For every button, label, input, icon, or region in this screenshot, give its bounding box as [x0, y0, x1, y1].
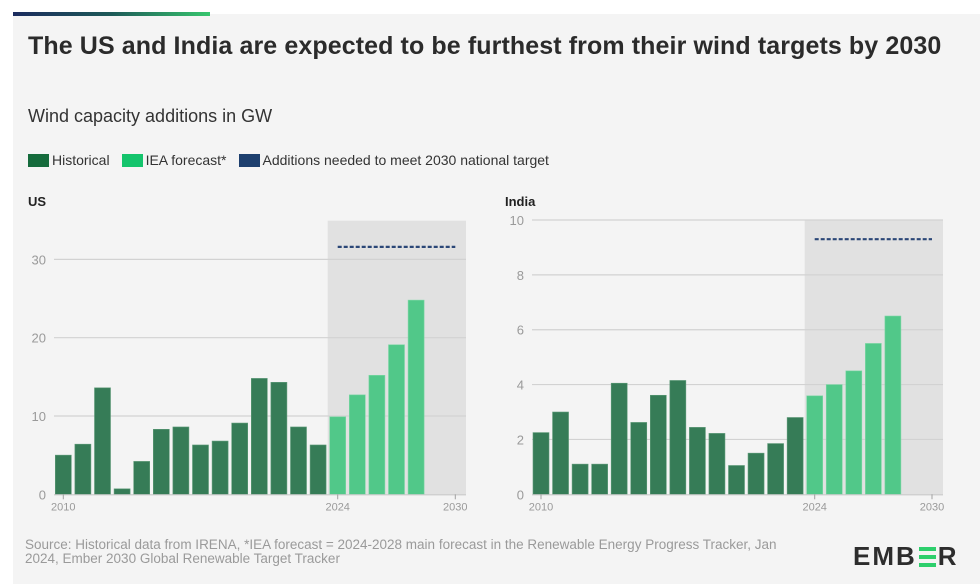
bar-historical: [211, 440, 229, 495]
bar-forecast: [825, 384, 843, 495]
bar-historical: [290, 426, 307, 495]
bar-historical: [689, 427, 706, 495]
legend-item-historical: Historical: [28, 152, 110, 168]
legend-swatch-historical: [28, 153, 49, 167]
bar-historical: [708, 433, 726, 495]
panel-title-us: US: [28, 194, 47, 209]
bar-forecast: [368, 374, 386, 495]
bar-forecast: [865, 343, 882, 495]
bar-historical: [571, 463, 589, 495]
bar-historical: [74, 443, 92, 495]
bar-historical: [728, 465, 745, 495]
bar-historical: [532, 432, 550, 495]
y-tick-label: 20: [32, 331, 46, 346]
chart-title: The US and India are expected to be furt…: [28, 32, 942, 60]
bar-forecast: [388, 344, 405, 495]
bar-historical: [133, 461, 150, 495]
chart-panel-india: 0 2 4 6 8 10 2010 2024 2030: [510, 213, 945, 513]
y-tick-label: 10: [510, 213, 524, 228]
bar-historical: [669, 380, 687, 495]
bar-historical: [54, 454, 72, 495]
bar-historical: [767, 443, 784, 495]
bar-historical: [231, 422, 248, 495]
chart-subtitle: Wind capacity additions in GW: [28, 106, 273, 126]
bar-forecast: [806, 395, 824, 495]
source-note: Source: Historical data from IRENA, *IEA…: [25, 537, 777, 566]
bar-historical: [172, 426, 190, 495]
legend-item-target: Additions needed to meet 2030 national t…: [238, 152, 549, 168]
legend-label: IEA forecast*: [145, 152, 227, 168]
x-tick-label: 2010: [529, 501, 553, 513]
bar-historical: [747, 452, 765, 495]
bar-historical: [649, 394, 667, 495]
y-tick-label: 8: [517, 268, 524, 283]
x-tick-label: 2030: [920, 501, 944, 513]
x-tick-label: 2010: [51, 501, 75, 513]
bar-historical: [153, 429, 170, 495]
bar-forecast: [845, 370, 863, 495]
bar-historical: [309, 444, 327, 495]
y-tick-label: 4: [517, 378, 524, 393]
bar-historical: [192, 444, 209, 495]
bar-historical: [610, 382, 628, 495]
legend-label: Historical: [52, 152, 110, 168]
legend: Historical IEA forecast* Additions neede…: [28, 152, 561, 168]
y-tick-label: 2: [517, 432, 524, 447]
bar-forecast: [884, 315, 902, 495]
y-tick-label: 0: [39, 487, 46, 502]
legend-swatch-target: [238, 153, 260, 167]
legend-item-forecast: IEA forecast*: [121, 152, 227, 168]
panel-title-india: India: [505, 194, 536, 209]
legend-label: Additions needed to meet 2030 national t…: [262, 152, 549, 168]
bar-historical: [94, 387, 111, 495]
logo-text-suffix: R: [937, 541, 959, 571]
bar-historical: [113, 488, 131, 495]
bar-historical: [270, 382, 288, 495]
bar-historical: [591, 463, 608, 495]
y-tick-label: 30: [32, 252, 46, 267]
bar-forecast: [407, 299, 425, 495]
x-tick-label: 2024: [325, 501, 349, 513]
accent-bar: [13, 12, 210, 16]
legend-swatch-forecast: [121, 153, 143, 167]
bar-forecast: [348, 394, 366, 495]
bar-historical: [630, 422, 648, 495]
bar-historical: [786, 417, 804, 495]
ember-logo: EMB R: [853, 541, 959, 572]
y-tick-label: 6: [517, 323, 524, 338]
x-tick-label: 2024: [802, 501, 826, 513]
y-tick-label: 0: [517, 487, 524, 502]
bar-forecast: [329, 416, 347, 495]
bar-historical: [251, 378, 268, 495]
logo-text-prefix: EMB: [853, 541, 917, 571]
bar-historical: [552, 411, 569, 495]
x-tick-label: 2030: [443, 501, 467, 513]
y-tick-label: 10: [32, 409, 46, 424]
logo-green-e-icon: [918, 546, 936, 567]
